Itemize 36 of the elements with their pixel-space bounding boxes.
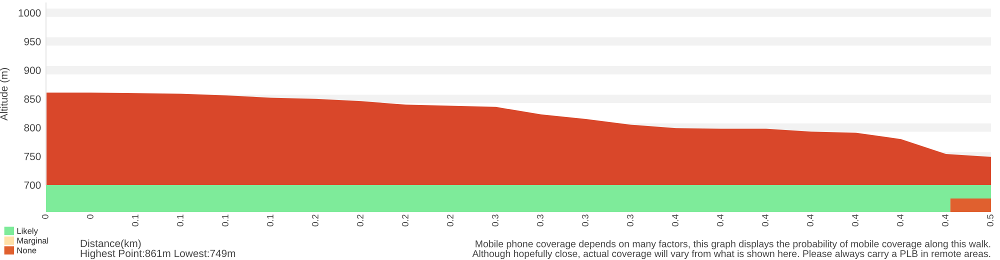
y-tick-label: 700	[24, 182, 41, 189]
y-tick-label: 900	[24, 66, 41, 74]
x-tick-label: 0.3	[582, 214, 588, 226]
x-tick-label: 0.4	[672, 214, 678, 226]
y-tick-label: 800	[24, 124, 41, 132]
x-tick-label: 0.2	[357, 214, 364, 226]
x-tick-label: 0.4	[942, 214, 948, 226]
x-tick-label: 0.5	[987, 214, 994, 226]
y-tick-label: 850	[24, 95, 41, 103]
x-tick-label: 0.3	[492, 214, 498, 226]
text: Mobile phone coverage depends on many factors, this graph displays the probability of mobile coverage along this walk. Although hopefully close, actual coverage will vary from what is shown here. Please always carry a PLB in remote areas.	[472, 240, 990, 260]
x-tick-label: 0.1	[267, 214, 274, 226]
x-tick-label: 0.4	[897, 214, 904, 226]
x-tick-label: 0.4	[717, 214, 724, 226]
legend-label: Marginal	[17, 238, 48, 246]
x-tick-label: 0.2	[402, 214, 408, 226]
x-tick-label: 0.3	[537, 214, 544, 226]
x-tick-label: 0	[87, 214, 94, 219]
x-tick-label: 0.2	[312, 214, 318, 226]
x-tick-label: 0.1	[177, 214, 184, 226]
x-axis-title: Distance(km)	[80, 239, 141, 250]
x-tick-label: 0.4	[807, 214, 814, 226]
x-tick-label: 0	[42, 214, 48, 219]
x-tick-label: 0.2	[447, 214, 454, 226]
x-tick-label: 0.4	[762, 214, 768, 226]
text: Highest Point:861m Lowest:749m	[80, 249, 236, 260]
legend-label: None	[17, 248, 36, 254]
y-tick-label: 1000	[18, 9, 41, 17]
x-tick-label: 0.1	[222, 214, 228, 226]
x-tick-label: 0.1	[132, 214, 138, 226]
y-tick-label: 950	[24, 38, 41, 46]
y-tick-label: 750	[24, 152, 41, 160]
y-axis-title: Altitude (m)	[0, 68, 10, 121]
x-tick-label: 0.3	[627, 214, 634, 226]
x-tick-label: 0.4	[852, 214, 858, 226]
legend-label: Likely	[17, 228, 38, 236]
